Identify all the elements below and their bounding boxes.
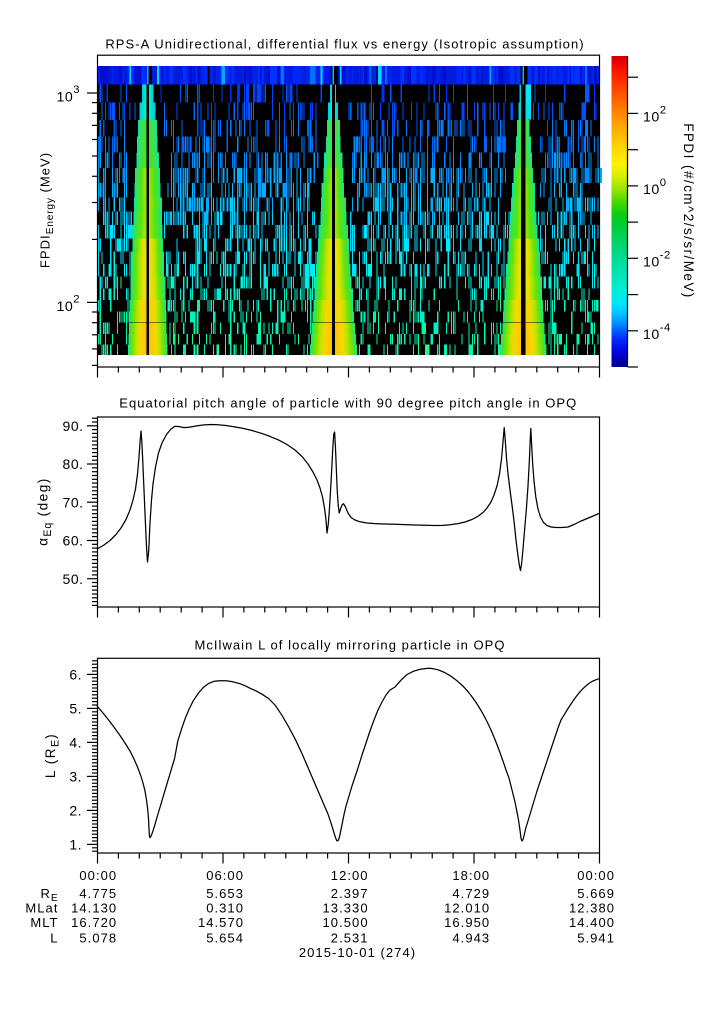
- svg-text:12.380: 12.380: [569, 901, 615, 916]
- svg-text:50.: 50.: [63, 571, 84, 587]
- svg-text:L: L: [50, 931, 58, 946]
- svg-text:5.941: 5.941: [577, 931, 615, 946]
- svg-text:5.078: 5.078: [79, 931, 117, 946]
- svg-text:14.400: 14.400: [569, 915, 615, 930]
- svg-text:13.330: 13.330: [323, 901, 369, 916]
- svg-text:18:00: 18:00: [452, 868, 490, 883]
- svg-text:70.: 70.: [63, 494, 84, 510]
- svg-text:2.397: 2.397: [331, 886, 369, 901]
- svg-text:5.653: 5.653: [206, 886, 244, 901]
- svg-text:16.950: 16.950: [444, 915, 490, 930]
- svg-text:14.570: 14.570: [198, 915, 244, 930]
- svg-text:16.720: 16.720: [71, 915, 117, 930]
- svg-text:McIlwain L of locally mirrorin: McIlwain L of locally mirroring particle…: [194, 638, 505, 653]
- svg-text:90.: 90.: [63, 418, 84, 434]
- svg-text:FPDI (#/cm^2/s/sr/MeV): FPDI (#/cm^2/s/sr/MeV): [681, 123, 696, 299]
- svg-text:60.: 60.: [63, 533, 84, 549]
- svg-text:4.775: 4.775: [79, 886, 117, 901]
- svg-text:0.310: 0.310: [206, 901, 244, 916]
- svg-text:5.: 5.: [69, 701, 82, 717]
- svg-text:1.: 1.: [69, 837, 82, 853]
- svg-text:80.: 80.: [63, 456, 84, 472]
- svg-text:4.943: 4.943: [452, 931, 490, 946]
- svg-text:FPDIEnergy (MeV): FPDIEnergy (MeV): [38, 152, 57, 268]
- svg-text:06:00: 06:00: [206, 868, 244, 883]
- svg-text:4.729: 4.729: [452, 886, 490, 901]
- svg-text:4.: 4.: [69, 735, 82, 751]
- svg-text:αEq (deg): αEq (deg): [36, 477, 55, 546]
- svg-text:2.531: 2.531: [331, 931, 369, 946]
- svg-text:12:00: 12:00: [331, 868, 369, 883]
- svg-text:14.130: 14.130: [71, 901, 117, 916]
- svg-text:10.500: 10.500: [323, 915, 369, 930]
- svg-text:2.: 2.: [69, 803, 82, 819]
- svg-text:Equatorial pitch angle of part: Equatorial pitch angle of particle with …: [119, 396, 577, 411]
- svg-text:2015-10-01 (274): 2015-10-01 (274): [299, 945, 416, 960]
- svg-text:00:00: 00:00: [577, 868, 615, 883]
- svg-text:3.: 3.: [69, 769, 82, 785]
- svg-text:5.654: 5.654: [206, 931, 244, 946]
- svg-text:MLT: MLT: [30, 915, 58, 930]
- svg-text:MLat: MLat: [25, 901, 58, 916]
- svg-text:12.010: 12.010: [444, 901, 490, 916]
- svg-text:6.: 6.: [69, 667, 82, 683]
- svg-text:5.669: 5.669: [577, 886, 615, 901]
- svg-text:RPS-A Unidirectional, differen: RPS-A Unidirectional, differential flux …: [105, 37, 584, 52]
- svg-text:00:00: 00:00: [79, 868, 117, 883]
